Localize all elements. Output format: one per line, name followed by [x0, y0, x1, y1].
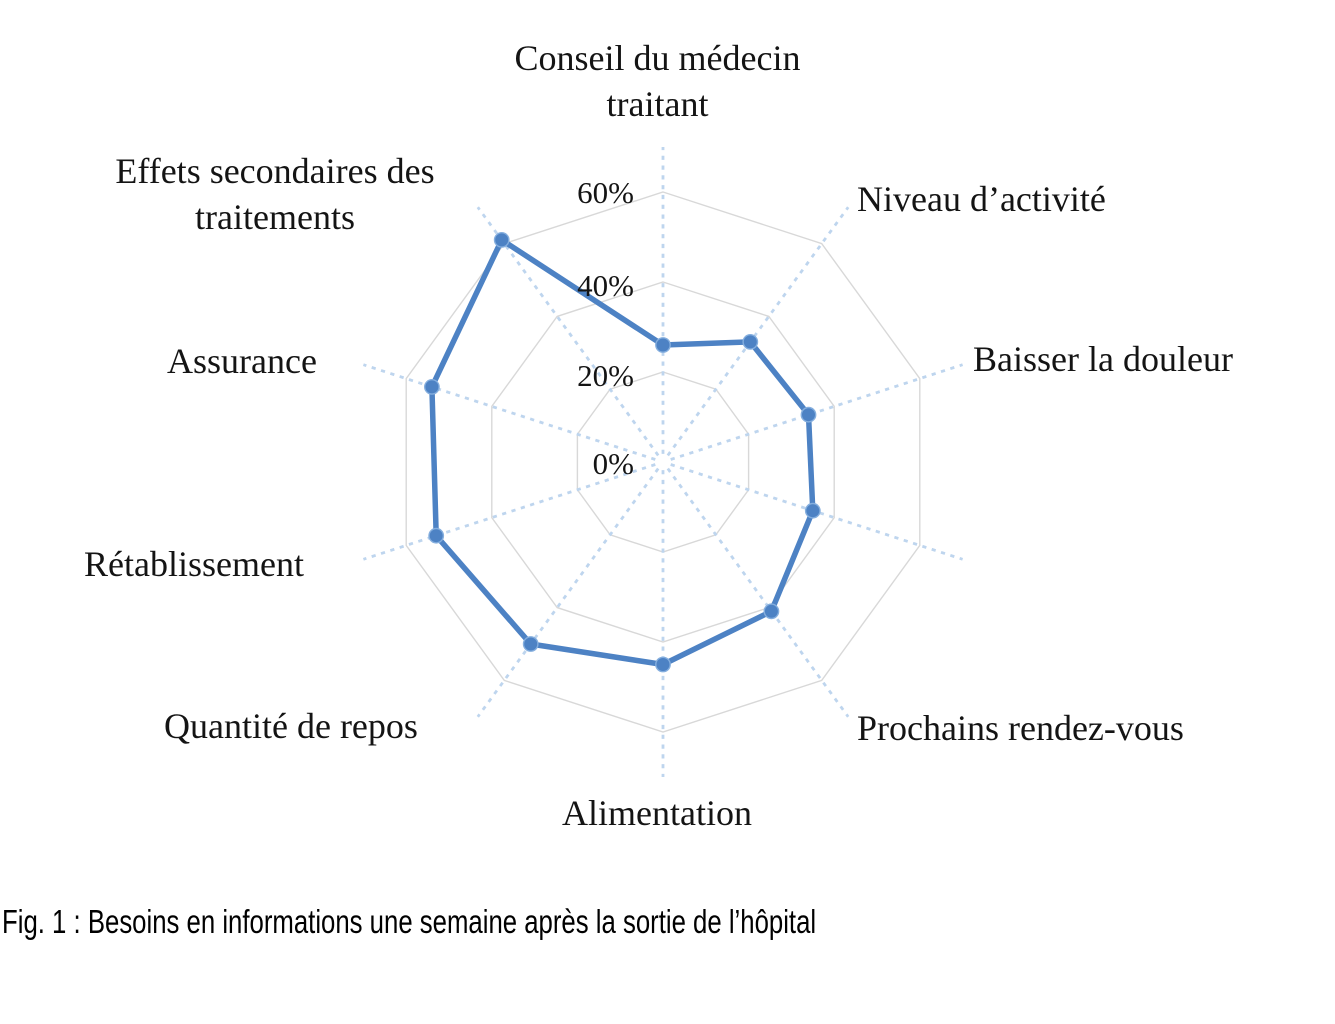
category-label-effets-secondaires-des-traitements: Effets secondaires des traitements [115, 151, 435, 238]
axis-spoke [476, 206, 660, 457]
gridline-ring [491, 281, 835, 643]
axis-spoke [670, 363, 964, 461]
axis-spoke [666, 206, 850, 457]
category-label-alimentation: Alimentation [562, 793, 752, 833]
figure-caption: Fig. 1 : Besoins en informations une sem… [2, 903, 817, 940]
category-label-conseil-du-medecin-traitant: Conseil du médecin traitant [514, 38, 801, 125]
data-point-marker [800, 406, 817, 423]
tick-label-40-percent: 40% [577, 268, 634, 303]
data-point-marker [655, 337, 671, 353]
axis-spoke [666, 467, 850, 718]
tick-label-0-percent: 0% [592, 446, 634, 481]
category-label-prochains-rendez-vous: Prochains rendez-vous [857, 708, 1184, 748]
category-label-retablissement: Rétablissement [84, 544, 304, 584]
radar-chart [362, 147, 964, 777]
tick-label-60-percent: 60% [577, 175, 634, 210]
data-point-marker [655, 656, 671, 673]
axis-spoke [670, 463, 964, 561]
axis-spoke [362, 463, 656, 561]
data-point-marker [763, 603, 780, 620]
gridline-ring [405, 191, 921, 733]
category-label-quantite-de-repos: Quantité de repos [164, 706, 418, 746]
tick-label-20-percent: 20% [577, 358, 634, 393]
data-point-marker [423, 378, 440, 395]
data-point-marker [804, 502, 821, 519]
category-label-baisser-la-douleur: Baisser la douleur [973, 339, 1233, 379]
category-label-assurance: Assurance [167, 341, 317, 381]
data-point-marker [493, 231, 510, 248]
data-point-marker [428, 527, 445, 544]
data-point-marker [522, 636, 539, 652]
axis-spoke [362, 363, 656, 461]
category-label-niveau-d-activite: Niveau d’activité [857, 179, 1106, 219]
axis-spoke [476, 467, 660, 718]
data-point-marker [742, 333, 759, 350]
